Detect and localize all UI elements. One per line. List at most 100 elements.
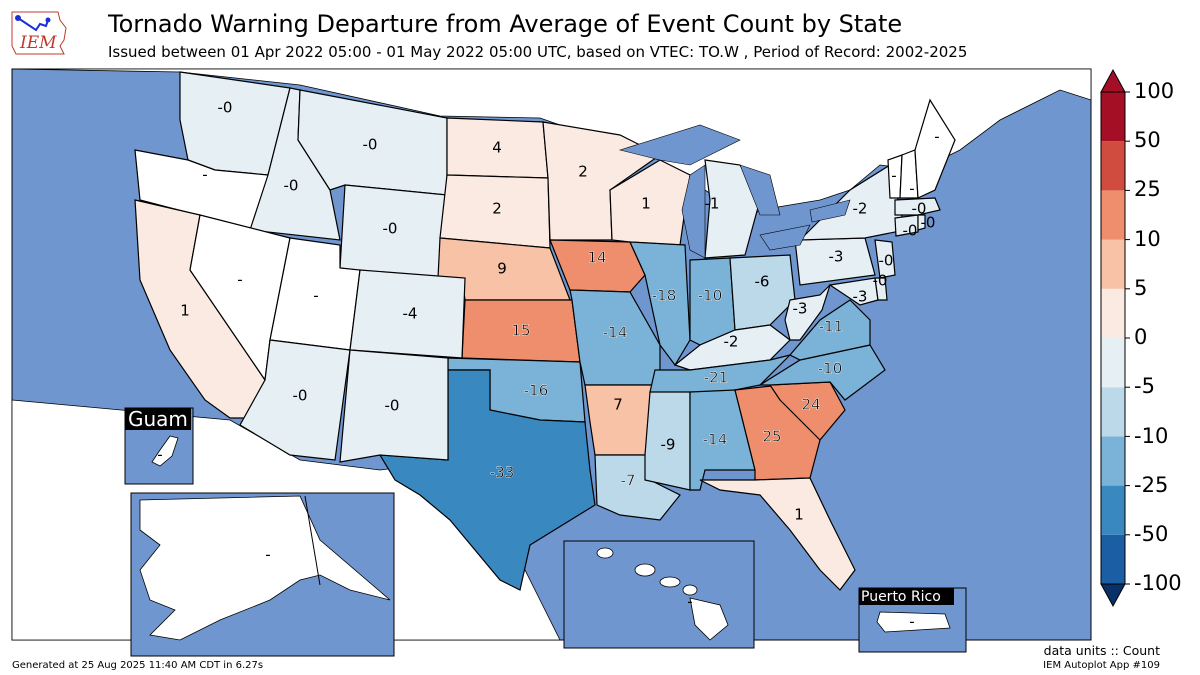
label-NV: - [237,271,242,289]
label-WI: 1 [641,195,651,213]
label-SD: 2 [492,200,502,218]
colorbar: 100 50 25 10 5 0 -5 -10 -25 -50 -100 [1100,68,1182,608]
label-ID: -0 [284,177,299,195]
state-CT[interactable] [894,214,919,237]
colorbar-band-0 [1101,92,1125,142]
label-KY: -2 [724,333,739,351]
state-WV[interactable] [784,284,831,341]
colorbar-label-6: -5 [1134,374,1155,398]
map-title: Tornado Warning Departure from Average o… [108,10,903,38]
app-note: IEM Autoplot App #109 [1043,660,1160,671]
state-RI[interactable] [917,214,926,231]
colorbar-label-0: 100 [1134,79,1174,103]
label-KS: 15 [511,322,530,340]
state-TX[interactable] [378,369,596,591]
colorbar-label-5: 0 [1134,325,1147,349]
guam-shape[interactable] [151,435,179,467]
colorbar-extend-bottom [1100,583,1126,608]
state-OH[interactable] [729,254,796,331]
colorbar-label-7: -10 [1134,424,1168,448]
state-NM[interactable] [339,349,449,463]
label-NJ: -0 [879,252,894,270]
colorbar-label-10: -100 [1134,571,1182,595]
label-AZ: -0 [293,387,308,405]
guam-inset: Guam - [124,407,194,485]
label-AR: 7 [613,396,623,414]
colorbar-band-3 [1101,239,1125,289]
label-NC: -10 [818,360,843,378]
label-FL: 1 [794,506,804,524]
colorbar-label-3: 10 [1134,227,1161,251]
label-NH: - [909,180,914,198]
state-CO[interactable] [349,269,466,359]
label-IL: -18 [652,287,677,305]
label-DE: -0 [873,272,888,290]
label-IA: 14 [587,249,606,267]
state-NY[interactable] [798,164,906,241]
label-MA: -0 [912,200,927,218]
states [134,71,956,591]
label-MT: -0 [363,136,378,154]
label-OH: -6 [755,273,770,291]
colorbar-band-9 [1101,534,1125,584]
alaska-inset: - [130,492,395,657]
puerto-rico-shape[interactable] [876,611,951,633]
state-MA[interactable] [894,197,941,216]
colorbar-band-7 [1101,436,1125,486]
label-WA: -0 [218,99,233,117]
label-TN: -21 [704,369,729,387]
state-NJ[interactable] [874,239,896,279]
colorbar-label-4: 5 [1134,276,1147,300]
label-MO: -14 [603,324,628,342]
label-WV: -3 [793,300,808,318]
label-RI: -0 [921,214,936,232]
hawaii-inset: - [563,540,755,649]
label-AL: -14 [703,431,728,449]
label-MS: -9 [661,436,676,454]
label-GA: 25 [762,428,781,446]
colorbar-band-4 [1101,288,1125,338]
colorbar-band-2 [1101,190,1125,240]
label-IN: -10 [698,287,723,305]
label-CO: -4 [403,305,418,323]
label-PA: -3 [829,248,844,266]
label-PR: - [909,613,914,631]
label-NY: -2 [853,200,868,218]
label-MN: 2 [578,163,588,181]
label-OR: - [202,166,207,184]
hawaii-shape[interactable] [689,597,729,641]
state-VA[interactable] [789,299,871,361]
label-NE: 9 [497,260,507,278]
state-labels: -0 - -0 -0 -0 4 2 2 1 -1 9 14 1 - - -4 1… [180,99,939,524]
label-VT: - [891,167,896,185]
label-TX: -33 [490,464,515,482]
colorbar-label-1: 50 [1134,128,1161,152]
label-UT: - [313,287,318,305]
label-CT: -0 [903,222,918,240]
label-ME: - [934,128,939,146]
colorbar-band-5 [1101,338,1125,388]
colorbar-label-9: -50 [1134,522,1168,546]
state-IA[interactable] [549,239,646,293]
alaska-shape[interactable] [139,495,391,641]
label-VA: -11 [819,318,844,336]
colorbar-extend-top [1100,68,1126,93]
label-SC: 24 [801,396,820,414]
puerto-rico-inset: Puerto Rico - [858,587,967,653]
guam-title: Guam [128,407,188,431]
label-NM: -0 [385,397,400,415]
label-LA: -7 [621,472,636,490]
label-MI: -1 [705,195,720,213]
colorbar-band-6 [1101,387,1125,437]
puerto-rico-title: Puerto Rico [861,589,941,605]
colorbar-label-2: 25 [1134,177,1161,201]
colorbar-label-8: -25 [1134,473,1168,497]
great-lakes [618,124,851,259]
state-ME[interactable] [914,98,956,199]
colorbar-band-8 [1101,485,1125,535]
data-units-note: data units :: Count [1043,643,1160,658]
state-FL[interactable] [699,477,856,591]
state-MS[interactable] [644,391,691,491]
label-GU: - [157,446,162,464]
